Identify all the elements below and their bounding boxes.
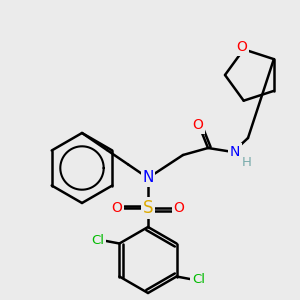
- Text: N: N: [230, 145, 240, 159]
- Text: N: N: [142, 170, 154, 185]
- Text: O: O: [112, 201, 122, 215]
- Text: O: O: [193, 118, 203, 132]
- Text: Cl: Cl: [192, 273, 205, 286]
- Text: O: O: [236, 40, 247, 54]
- Text: O: O: [174, 201, 184, 215]
- Text: Cl: Cl: [91, 234, 104, 247]
- Text: S: S: [143, 199, 153, 217]
- Text: H: H: [242, 155, 252, 169]
